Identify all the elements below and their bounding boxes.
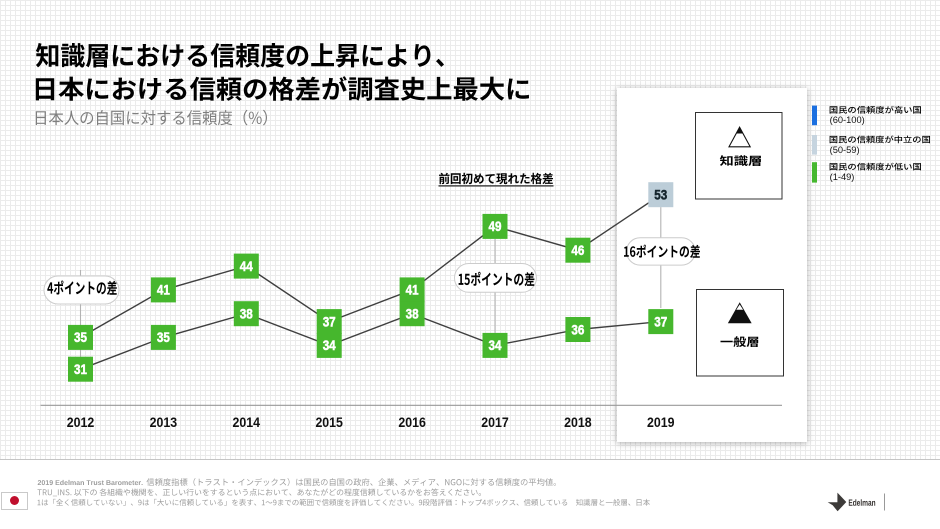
svg-text:36: 36 [571,322,584,337]
svg-text:2013: 2013 [150,414,178,430]
svg-text:37: 37 [654,314,667,329]
svg-text:35: 35 [74,330,87,345]
svg-text:34: 34 [489,338,502,353]
svg-text:49: 49 [489,219,502,234]
svg-text:34: 34 [323,338,336,353]
svg-text:38: 38 [406,307,419,322]
svg-text:2017: 2017 [481,414,509,430]
svg-text:53: 53 [654,188,667,203]
svg-text:41: 41 [157,283,170,298]
svg-text:31: 31 [74,362,87,377]
svg-text:41: 41 [406,283,419,298]
svg-text:44: 44 [240,259,253,274]
svg-text:46: 46 [571,243,584,258]
svg-text:2018: 2018 [564,414,592,430]
svg-text:2014: 2014 [233,414,261,430]
svg-text:2016: 2016 [398,414,426,430]
svg-text:2012: 2012 [67,414,95,430]
svg-text:37: 37 [323,314,336,329]
svg-text:2019: 2019 [647,414,675,430]
svg-text:38: 38 [240,307,253,322]
svg-text:(60-100): (60-100) [830,115,865,125]
svg-text:(50-59): (50-59) [830,145,860,155]
svg-text:(1-49): (1-49) [830,172,855,182]
svg-text:35: 35 [157,330,170,345]
svg-text:2015: 2015 [315,414,343,430]
